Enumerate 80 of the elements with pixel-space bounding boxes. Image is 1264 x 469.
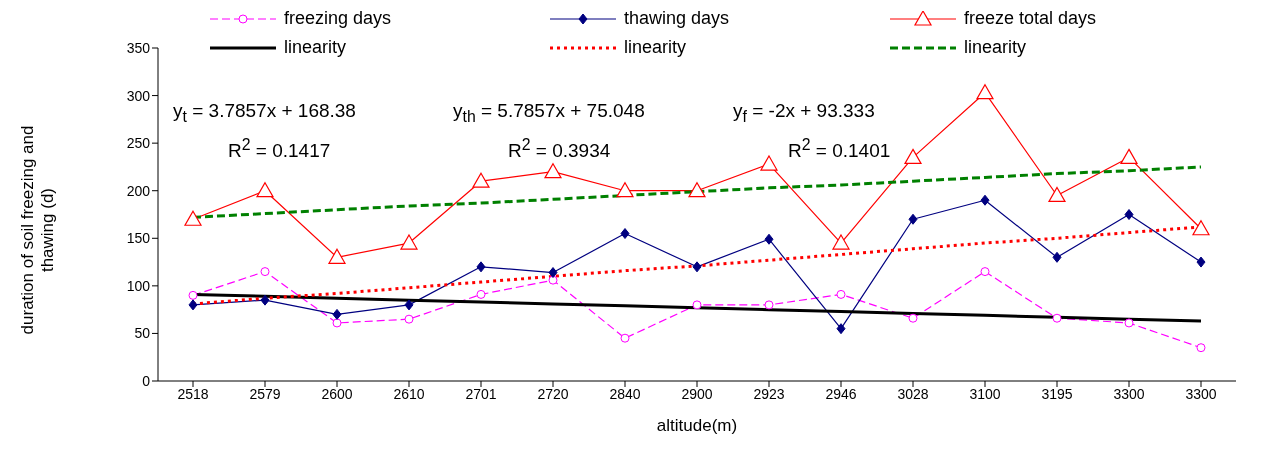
y-tick-label: 200 <box>126 182 151 199</box>
point <box>1196 343 1206 353</box>
point <box>1052 251 1062 263</box>
point <box>1048 186 1066 203</box>
y-axis-title: duration of soil freezing and thawing (d) <box>18 124 58 336</box>
y-tick-label: 300 <box>126 87 151 104</box>
point <box>256 182 274 198</box>
point <box>332 318 342 328</box>
x-axis-title: altitude(m) <box>656 416 738 435</box>
point <box>188 290 198 300</box>
x-tick-label: 3028 <box>897 385 929 402</box>
x-tick-label: 2610 <box>393 385 425 402</box>
y-tick-label: 250 <box>126 135 151 152</box>
x-tick-label: 3100 <box>969 385 1001 402</box>
point <box>404 299 414 311</box>
point <box>260 294 270 306</box>
point <box>260 267 270 277</box>
x-tick-label: 2600 <box>321 385 353 402</box>
point <box>980 194 990 206</box>
point <box>184 210 202 226</box>
legend-label: freezing days <box>284 8 392 29</box>
annotation: y$_{th}$ = 5.7857x + 75.048 <box>453 100 645 126</box>
point <box>908 213 918 225</box>
point <box>1052 313 1062 323</box>
annotation: R$^{2}$ = 0.3934 <box>508 135 611 163</box>
point <box>616 182 634 198</box>
x-tick-label: 3300 <box>1113 385 1145 402</box>
legend-label: thawing days <box>624 8 730 29</box>
legend-label: linearity <box>624 37 687 58</box>
x-tick-label: 2720 <box>537 385 569 402</box>
y-tick-label: 0 <box>142 372 151 389</box>
annotation: R$^{2}$ = 0.1417 <box>228 135 331 163</box>
x-tick-label: 2701 <box>465 385 497 402</box>
x-tick-label: 3300 <box>1185 385 1217 402</box>
point <box>620 228 630 240</box>
x-tick-label: 3195 <box>1041 385 1073 402</box>
y-tick-label: 150 <box>126 230 151 247</box>
point <box>904 148 922 165</box>
x-tick-label: 2923 <box>753 385 785 402</box>
x-tick-label: 2518 <box>177 385 209 402</box>
point <box>760 155 778 171</box>
point <box>188 299 198 311</box>
point <box>400 234 418 250</box>
point <box>1120 148 1138 165</box>
legend-label: linearity <box>964 37 1027 58</box>
point <box>548 267 558 279</box>
point <box>476 261 486 273</box>
point <box>764 300 774 310</box>
point <box>1124 318 1134 328</box>
point <box>836 289 846 299</box>
x-tick-label: 2946 <box>825 385 857 402</box>
point <box>976 84 994 100</box>
annotation: y$_{t}$ = 3.7857x + 168.38 <box>173 100 356 126</box>
point <box>692 261 702 273</box>
point <box>472 172 490 188</box>
point <box>404 314 414 324</box>
x-tick-label: 2900 <box>681 385 713 402</box>
point <box>544 163 562 179</box>
x-tick-label: 2579 <box>249 385 281 402</box>
x-tick-label: 2840 <box>609 385 641 402</box>
point <box>836 323 846 335</box>
y-tick-label: 100 <box>126 277 151 294</box>
annotation: y$_{f}$ = -2x + 93.333 <box>733 100 875 126</box>
point <box>1124 209 1134 220</box>
y-tick-label: 50 <box>134 325 151 342</box>
y-tick-label: 350 <box>126 39 151 56</box>
point <box>476 289 486 299</box>
point <box>908 313 918 323</box>
point <box>764 233 774 245</box>
point <box>832 234 850 250</box>
point <box>692 300 702 310</box>
point <box>688 182 706 198</box>
point <box>328 248 346 264</box>
point <box>980 267 990 277</box>
legend-label: linearity <box>284 37 347 58</box>
annotation: R$^{2}$ = 0.1401 <box>788 135 891 163</box>
point <box>332 308 342 320</box>
point <box>620 333 630 343</box>
point <box>1196 256 1206 268</box>
legend-label: freeze total days <box>964 8 1097 29</box>
